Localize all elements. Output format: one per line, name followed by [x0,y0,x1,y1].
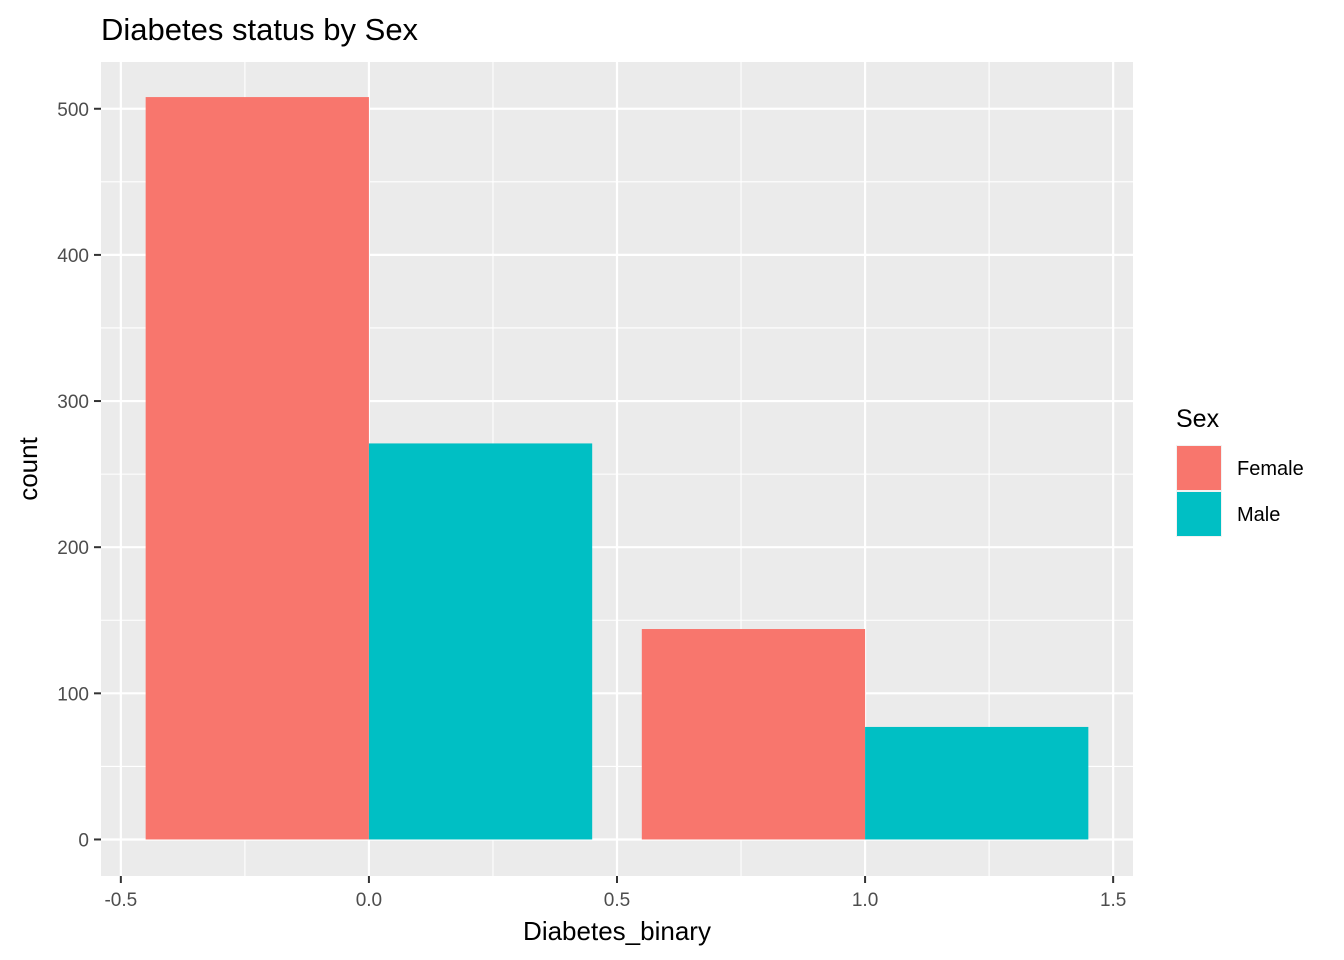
x-axis-title: Diabetes_binary [523,916,711,946]
x-tick-label: 0.0 [356,890,382,911]
x-axis: -0.5 0.0 0.5 1.0 1.5 [104,876,1126,911]
bar-male [368,443,593,840]
y-tick-label: 300 [57,392,89,413]
bars [145,97,1089,840]
y-tick-label: 200 [57,538,89,559]
x-tick-label: -0.5 [104,890,137,911]
x-tick-label: 1.5 [1100,890,1126,911]
bar-male [865,726,1089,840]
legend-swatch-female [1177,446,1221,490]
y-axis-title: count [13,436,43,500]
y-tick-label: 100 [57,684,89,705]
y-tick-label: 0 [78,830,89,851]
chart-title: Diabetes status by Sex [101,12,419,47]
y-axis: 0 100 200 300 400 500 [57,100,101,851]
legend-label-male: Male [1237,504,1280,526]
y-tick-label: 400 [57,246,89,267]
x-tick-label: 0.5 [604,890,630,911]
y-tick-label: 500 [57,100,89,121]
legend-label-female: Female [1237,458,1304,480]
legend-title: Sex [1176,405,1220,433]
x-tick-label: 1.0 [852,890,878,911]
legend: Sex Female Male [1176,405,1304,537]
bar-female [145,97,369,840]
bar-female [641,629,866,840]
legend-swatch-male [1177,492,1221,536]
